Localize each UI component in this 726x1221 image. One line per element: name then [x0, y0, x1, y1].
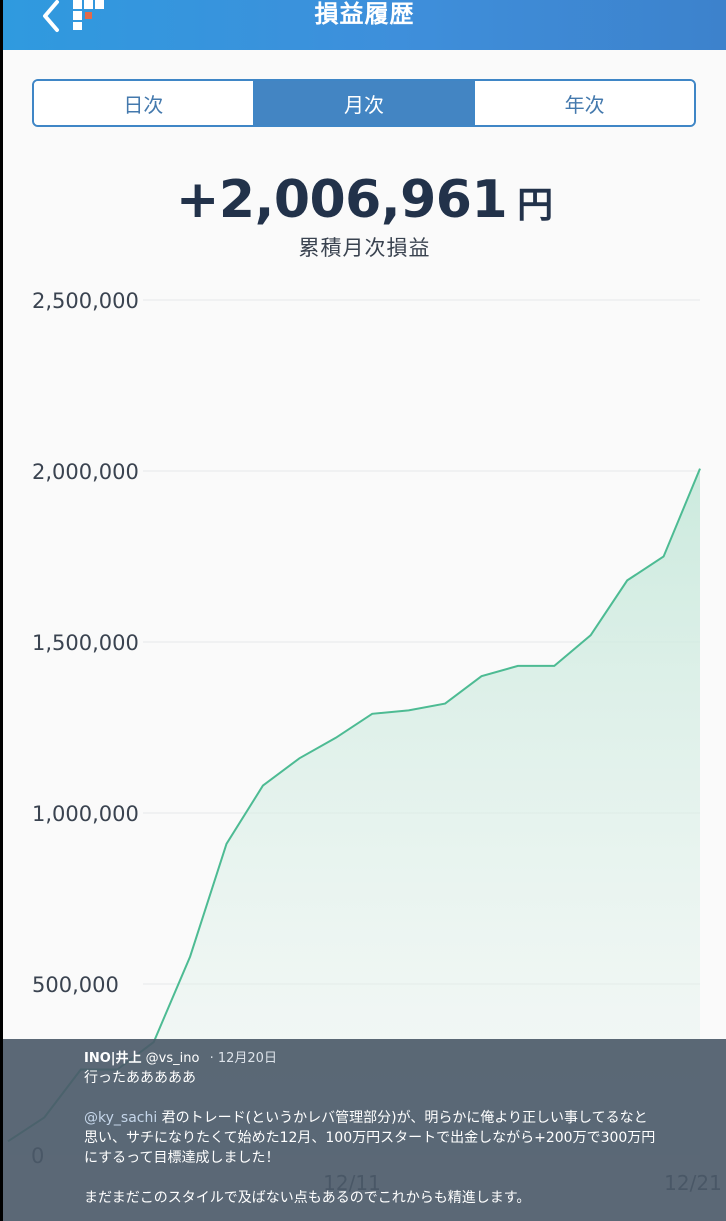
y-tick-label: 2,000,000	[32, 460, 139, 484]
total-profit-value: +2,006,961	[175, 170, 508, 230]
y-tick-label: 1,000,000	[32, 802, 139, 826]
tab-monthly[interactable]: 月次	[252, 81, 474, 125]
area-fill	[8, 468, 700, 1156]
tweet-date[interactable]: · 12月20日	[209, 1051, 277, 1066]
tab-yearly[interactable]: 年次	[473, 81, 694, 125]
tweet-line: 思い、サチになりたくて始めた12月、100万円スタートで出金しながら+200万で…	[84, 1130, 656, 1146]
tweet-author-name[interactable]: INO|井上	[84, 1051, 142, 1066]
chevron-left-icon[interactable]	[33, 0, 73, 40]
cumulative-profit-chart: 0500,0001,000,0001,500,0002,000,0002,500…	[7, 289, 722, 1195]
page-title: 損益履歴	[314, 0, 415, 28]
total-profit-label: 累積月次損益	[298, 236, 431, 260]
tweet-mention[interactable]: @ky_sachi	[84, 1110, 158, 1126]
tweet-line: にするって目標達成しました！	[84, 1150, 280, 1166]
tweet-header: INO|井上 @vs_ino · 12月20日	[84, 1050, 666, 1068]
y-tick-label: 2,500,000	[32, 289, 139, 313]
y-tick-label: 500,000	[32, 973, 119, 997]
tweet-line: @ky_sachi 君のトレード(というかレバ管理部分)が、明らかに俺より正しい…	[84, 1110, 648, 1126]
total-profit-unit: 円	[517, 185, 554, 226]
total-profit: +2,006,961 円	[3, 170, 726, 230]
tweet-line: まだまだこのスタイルで及ばない点もあるのでこれからも精進します。	[84, 1190, 531, 1206]
app-header: 損益履歴	[3, 0, 726, 50]
app-logo-icon	[73, 0, 104, 30]
tweet-author-handle[interactable]: @vs_ino	[145, 1051, 200, 1066]
y-tick-label: 1,500,000	[32, 631, 139, 655]
tweet-line: 行ったあああああ	[84, 1070, 196, 1086]
tab-daily[interactable]: 日次	[34, 81, 253, 125]
tweet-overlay: INO|井上 @vs_ino · 12月20日 行ったあああああ @ky_sac…	[3, 1039, 726, 1221]
period-tabs: 日次 月次 年次	[32, 79, 696, 127]
